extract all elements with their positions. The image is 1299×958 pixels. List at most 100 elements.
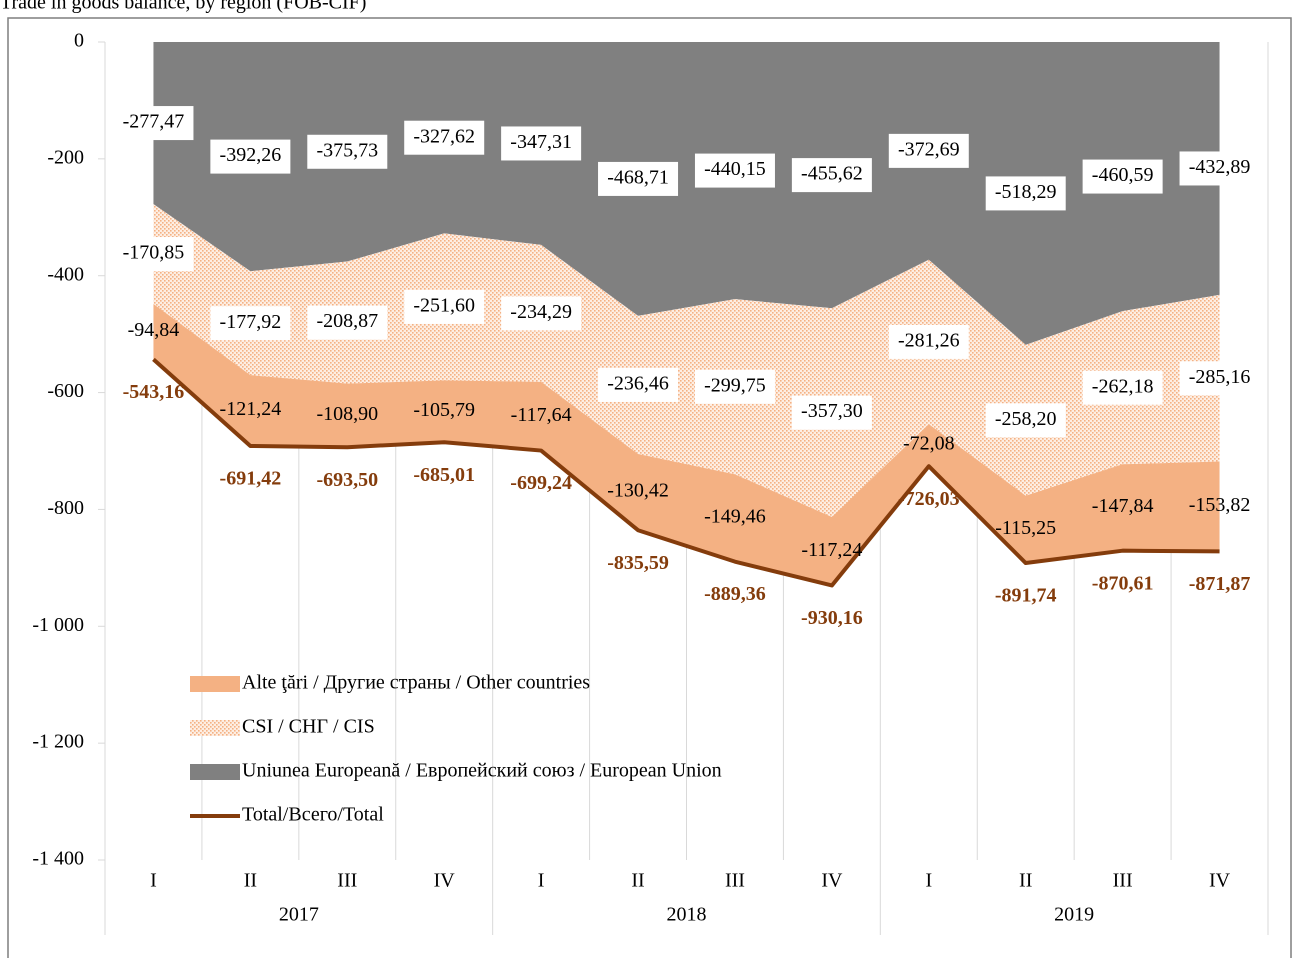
data-label: -234,29 (510, 301, 572, 323)
data-label: -115,25 (995, 517, 1056, 539)
chart-title: Trade in goods balance, by region (FOB-C… (0, 0, 366, 14)
y-tick-label: -1 200 (32, 731, 84, 753)
label-box (501, 296, 582, 331)
data-label: -726,03 (898, 488, 960, 510)
data-label: -170,85 (123, 242, 185, 264)
y-tick-label: -600 (47, 380, 84, 402)
data-label: -108,90 (316, 403, 378, 425)
legend-swatch (190, 720, 240, 736)
y-tick-label: -400 (47, 263, 84, 285)
y-tick-label: -200 (47, 146, 84, 168)
data-label: -149,46 (704, 506, 766, 528)
data-label: -699,24 (510, 472, 572, 494)
data-label: -835,59 (607, 552, 669, 574)
data-label: -432,89 (1189, 156, 1251, 178)
label-box (598, 161, 679, 196)
data-label: -871,87 (1189, 573, 1251, 595)
x-tick-label: III (337, 870, 357, 892)
label-box (404, 120, 485, 155)
data-label: -543,16 (123, 381, 185, 403)
data-label: -285,16 (1189, 366, 1251, 388)
data-label: -258,20 (995, 408, 1057, 430)
label-box (307, 305, 388, 340)
data-label: -130,42 (607, 480, 669, 502)
label-box (985, 403, 1066, 438)
x-tick-label: IV (434, 870, 456, 892)
year-label: 2018 (667, 904, 707, 926)
data-label: -685,01 (413, 464, 475, 486)
data-label: -208,87 (316, 310, 378, 332)
label-box (791, 395, 872, 430)
label-box (113, 237, 194, 272)
x-tick-label: II (1019, 870, 1032, 892)
x-tick-label: III (725, 870, 745, 892)
label-box (888, 133, 969, 168)
label-box (888, 324, 969, 359)
data-label: -177,92 (220, 311, 282, 333)
data-label: -299,75 (704, 374, 766, 396)
label-box (791, 158, 872, 193)
legend-label: Total/Всего/Total (242, 804, 384, 826)
data-label: -236,46 (607, 373, 669, 395)
data-label: -117,24 (801, 539, 862, 561)
data-label: -889,36 (704, 583, 766, 605)
y-tick-label: -1 000 (32, 614, 84, 636)
data-label: -121,24 (220, 398, 282, 420)
label-box (210, 306, 291, 341)
data-label: -460,59 (1092, 164, 1154, 186)
data-label: -930,16 (801, 607, 863, 629)
data-label: -327,62 (413, 125, 475, 147)
x-tick-label: II (244, 870, 257, 892)
data-label: -468,71 (607, 167, 669, 189)
data-label: -72,08 (903, 433, 955, 455)
data-label: -94,84 (128, 319, 180, 341)
data-label: -281,26 (898, 330, 960, 352)
data-label: -105,79 (413, 399, 475, 421)
label-box (1179, 361, 1260, 396)
year-label: 2019 (1054, 904, 1094, 926)
data-label: -455,62 (801, 163, 863, 185)
data-label: -262,18 (1092, 375, 1154, 397)
legend-label: Alte ţări / Другие страны / Other countr… (242, 672, 590, 694)
area (153, 42, 1220, 345)
data-label: -891,74 (995, 585, 1057, 607)
label-box (501, 126, 582, 161)
y-tick-label: 0 (74, 30, 84, 52)
label-box (210, 139, 291, 174)
label-box (694, 153, 775, 188)
data-label: -117,64 (511, 404, 572, 426)
label-box (113, 106, 194, 141)
data-label: -375,73 (316, 139, 378, 161)
data-label: -392,26 (220, 144, 282, 166)
data-label: -147,84 (1092, 495, 1154, 517)
year-label: 2017 (279, 904, 319, 926)
x-tick-label: I (538, 870, 545, 892)
y-tick-label: -800 (47, 497, 84, 519)
data-label: -440,15 (704, 158, 766, 180)
label-box (985, 176, 1066, 211)
data-label: -153,82 (1189, 494, 1251, 516)
data-label: -347,31 (510, 131, 572, 153)
data-label: -251,60 (413, 295, 475, 317)
plot: -277,47 -392,26 -375,73 -327,62 -347,31 -468,… (32, 30, 1269, 935)
label-box (1082, 159, 1163, 194)
total-line (152, 357, 1220, 588)
x-tick-label: III (1113, 870, 1133, 892)
area (153, 204, 1220, 517)
label-box (1179, 151, 1260, 186)
data-label: -870,61 (1092, 572, 1154, 594)
label-box (1082, 370, 1163, 405)
legend-swatch (190, 764, 240, 780)
legend-label: Uniunea Europeană / Европейский союз / E… (242, 760, 722, 782)
y-tick-label: -1 400 (32, 848, 84, 870)
label-box (404, 289, 485, 324)
x-tick-label: IV (1209, 870, 1231, 892)
label-box (307, 134, 388, 169)
legend-label: CSI / СНГ / CIS (242, 716, 375, 738)
data-label: -357,30 (801, 400, 863, 422)
x-tick-label: I (150, 870, 157, 892)
data-label: -518,29 (995, 181, 1057, 203)
data-label: -693,50 (316, 469, 378, 491)
